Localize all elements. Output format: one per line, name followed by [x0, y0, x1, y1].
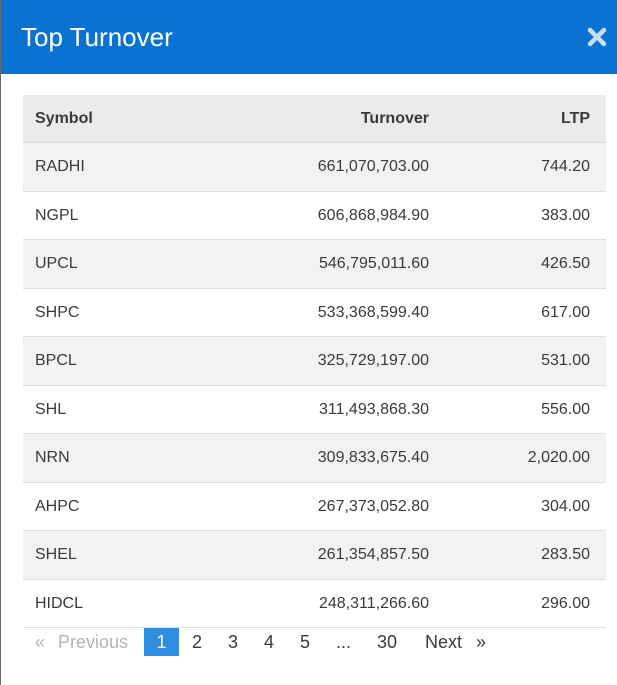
table-body: RADHI 661,070,703.00 744.20 NGPL 606,868,984…: [23, 143, 606, 628]
next-arrow-icon: »: [476, 632, 487, 652]
page-button-3[interactable]: 3: [228, 632, 239, 652]
cell-turnover: 309,833,675.40: [317, 449, 429, 466]
pagination: « Previous 1 2 3 4 5 ... 30 Next »: [23, 628, 606, 656]
table-row[interactable]: NGPL 606,868,984.90 383.00: [23, 191, 606, 240]
table-row[interactable]: SHEL 261,354,857.50 283.50: [23, 531, 606, 580]
turnover-table: Symbol Turnover LTP RADHI 661,070,703.00 7…: [23, 95, 606, 628]
cell-turnover: 661,070,703.00: [317, 158, 429, 175]
cell-turnover: 248,311,266.60: [318, 594, 429, 612]
cell-symbol[interactable]: NRN: [35, 449, 70, 466]
column-header-symbol[interactable]: Symbol: [35, 110, 93, 127]
pagination-ellipsis: ...: [336, 632, 352, 652]
modal-title: Top Turnover: [21, 22, 173, 52]
cell-ltp: 744.20: [541, 158, 590, 175]
table-row[interactable]: AHPC 267,373,052.80 304.00: [23, 482, 606, 531]
cell-ltp: 283.50: [541, 546, 590, 563]
page-button-30[interactable]: 30: [377, 632, 398, 652]
cell-ltp: 304.00: [541, 497, 590, 515]
previous-button[interactable]: Previous: [58, 632, 129, 652]
cell-ltp: 617.00: [541, 303, 590, 321]
next-button[interactable]: Next: [425, 632, 463, 652]
cell-turnover: 533,368,599.40: [317, 303, 429, 321]
table-row[interactable]: UPCL 546,795,011.60 426.50: [23, 240, 606, 289]
cell-ltp: 296.00: [541, 594, 590, 612]
modal-header: Top Turnover: [1, 0, 617, 74]
close-icon: [587, 27, 607, 47]
column-header-turnover[interactable]: Turnover: [360, 110, 429, 127]
column-header-ltp[interactable]: LTP: [560, 110, 590, 127]
table-row[interactable]: SHPC 533,368,599.40 617.00: [23, 288, 606, 337]
previous-arrow-icon: «: [35, 632, 46, 652]
cell-symbol[interactable]: HIDCL: [35, 594, 84, 612]
cell-symbol[interactable]: SHPC: [35, 303, 80, 321]
table-row[interactable]: RADHI 661,070,703.00 744.20: [23, 143, 606, 192]
page-button-1[interactable]: 1: [144, 628, 179, 656]
cell-turnover: 606,868,984.90: [317, 206, 429, 224]
cell-symbol[interactable]: AHPC: [35, 497, 80, 515]
page-button-2[interactable]: 2: [192, 632, 203, 652]
page-button-4[interactable]: 4: [264, 632, 275, 652]
cell-ltp: 531.00: [541, 352, 590, 369]
table-row[interactable]: NRN 309,833,675.40 2,020.00: [23, 434, 606, 483]
cell-ltp: 556.00: [541, 400, 590, 418]
cell-turnover: 325,729,197.00: [317, 352, 429, 369]
table-row[interactable]: HIDCL 248,311,266.60 296.00: [23, 579, 606, 628]
table-row[interactable]: SHL 311,493,868.30 556.00: [23, 385, 606, 434]
cell-turnover: 546,795,011.60: [318, 255, 429, 272]
cell-turnover: 261,354,857.50: [317, 546, 429, 563]
cell-turnover: 311,493,868.30: [318, 400, 429, 418]
cell-symbol[interactable]: SHL: [35, 400, 67, 418]
table-row[interactable]: BPCL 325,729,197.00 531.00: [23, 337, 606, 386]
cell-symbol[interactable]: BPCL: [35, 352, 77, 369]
cell-symbol[interactable]: UPCL: [35, 255, 78, 272]
cell-symbol[interactable]: NGPL: [35, 206, 79, 224]
cell-ltp: 2,020.00: [527, 449, 590, 466]
cell-turnover: 267,373,052.80: [317, 497, 429, 515]
cell-ltp: 383.00: [541, 206, 590, 224]
cell-symbol[interactable]: SHEL: [35, 546, 77, 563]
table-header-row: Symbol Turnover LTP: [23, 95, 606, 143]
close-button[interactable]: [584, 23, 610, 51]
page-button-5[interactable]: 5: [300, 632, 311, 652]
cell-ltp: 426.50: [541, 255, 590, 272]
cell-symbol[interactable]: RADHI: [35, 158, 85, 175]
